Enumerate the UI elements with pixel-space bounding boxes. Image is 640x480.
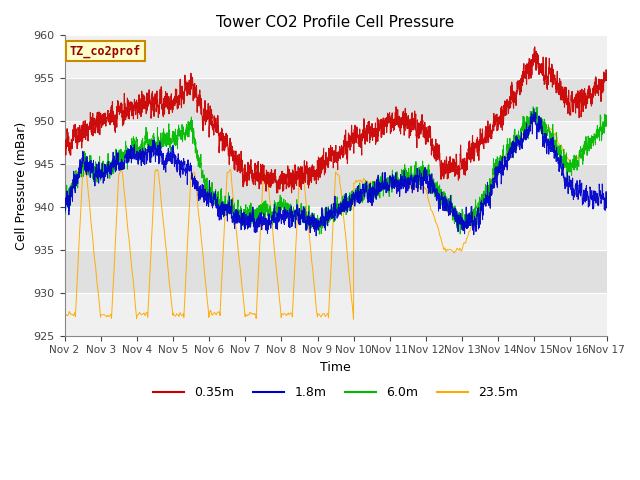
Text: TZ_co2prof: TZ_co2prof <box>70 44 141 58</box>
Legend: 0.35m, 1.8m, 6.0m, 23.5m: 0.35m, 1.8m, 6.0m, 23.5m <box>148 382 523 405</box>
Bar <box>65 250 607 293</box>
Bar <box>65 78 607 121</box>
X-axis label: Time: Time <box>320 361 351 374</box>
Bar <box>65 164 607 207</box>
Title: Tower CO2 Profile Cell Pressure: Tower CO2 Profile Cell Pressure <box>216 15 454 30</box>
Bar <box>65 36 607 78</box>
Bar <box>65 121 607 164</box>
Bar <box>65 293 607 336</box>
Y-axis label: Cell Pressure (mBar): Cell Pressure (mBar) <box>15 121 28 250</box>
Bar <box>65 207 607 250</box>
